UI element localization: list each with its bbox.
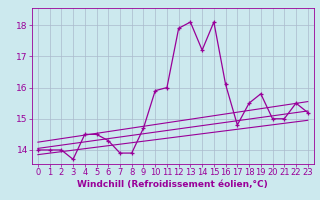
X-axis label: Windchill (Refroidissement éolien,°C): Windchill (Refroidissement éolien,°C) [77, 180, 268, 189]
